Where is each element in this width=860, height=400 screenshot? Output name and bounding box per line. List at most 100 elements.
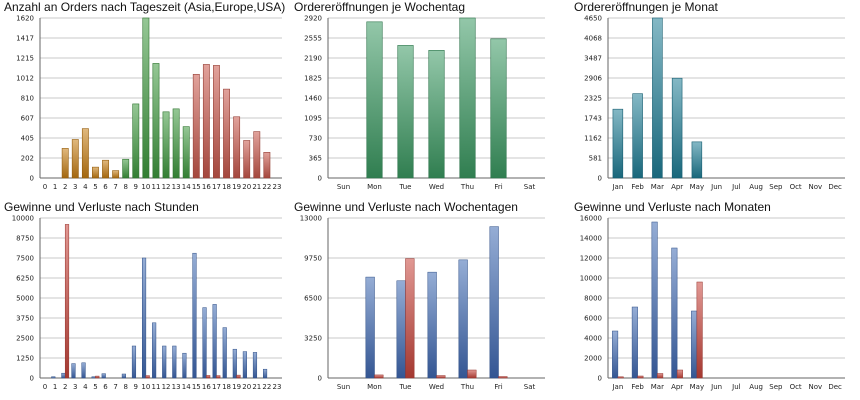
bar [652, 17, 663, 179]
y-tick-label: 1012 [16, 75, 34, 83]
x-tick-label: Thu [460, 183, 474, 191]
x-tick-label: Jun [710, 183, 722, 191]
x-tick-label: 21 [252, 183, 261, 191]
bar-profit [131, 345, 137, 379]
chart-title: Gewinne und Verluste nach Monaten [574, 200, 771, 214]
bar [182, 126, 190, 179]
x-tick-label: 12 [162, 183, 171, 191]
chart-title: Ordereröffnungen je Monat [574, 0, 718, 14]
x-tick-label: 3 [73, 383, 77, 391]
x-tick-label: Sep [769, 383, 783, 391]
x-tick-label: Oct [790, 183, 802, 191]
x-tick-label: Jan [611, 183, 623, 191]
bar [263, 152, 271, 179]
x-tick-label: 11 [151, 383, 160, 391]
y-tick-label: 3750 [16, 315, 34, 323]
y-tick-label: 0 [30, 375, 34, 383]
y-tick-label: 607 [21, 115, 34, 123]
bar-profit [212, 304, 217, 379]
bar-profit [172, 345, 177, 379]
x-tick-label: 1 [53, 183, 57, 191]
x-tick-label: 6 [103, 183, 108, 191]
x-tick-label: 5 [93, 183, 97, 191]
bar-profit [232, 348, 237, 379]
y-tick-label: 3487 [584, 55, 602, 63]
x-tick-label: 7 [113, 183, 117, 191]
x-tick-label: 17 [212, 183, 221, 191]
y-tick-label: 0 [318, 375, 322, 383]
bar [61, 148, 69, 179]
y-tick-label: 0 [30, 175, 34, 183]
x-tick-label: 5 [93, 383, 97, 391]
y-tick-label: 1825 [304, 75, 322, 83]
bar [253, 131, 261, 179]
x-tick-label: Aug [749, 383, 763, 391]
x-tick-label: 3 [73, 183, 77, 191]
y-tick-label: 202 [21, 155, 34, 163]
y-tick-label: 2190 [304, 55, 322, 63]
y-tick-label: 4000 [584, 335, 602, 343]
y-tick-label: 1417 [16, 35, 34, 43]
x-tick-label: Thu [460, 383, 474, 391]
y-tick-label: 10000 [12, 215, 34, 223]
bar-profit [631, 306, 638, 379]
y-tick-label: 1460 [304, 95, 322, 103]
bar [112, 170, 120, 179]
x-tick-label: Jul [731, 383, 741, 391]
bar-profit [262, 368, 268, 379]
x-tick-label: Sep [769, 183, 783, 191]
x-tick-label: 7 [113, 383, 117, 391]
x-tick-label: 9 [134, 183, 138, 191]
x-tick-label: 4 [83, 383, 88, 391]
x-tick-label: 10 [141, 383, 150, 391]
bar-profit [612, 330, 619, 379]
x-tick-label: Sat [524, 183, 536, 191]
x-tick-label: Jun [710, 383, 722, 391]
bar [691, 141, 703, 179]
x-tick-label: Nov [809, 183, 823, 191]
bar-profit [61, 372, 66, 379]
x-tick-label: 23 [272, 183, 281, 191]
x-tick-label: 1 [53, 383, 57, 391]
x-tick-label: 2 [63, 383, 67, 391]
bar-profit [101, 373, 106, 379]
x-tick-label: 22 [262, 183, 271, 191]
bar-loss [64, 224, 70, 379]
x-tick-label: Mon [367, 383, 382, 391]
chart-plot: 0 2000 4000 6000 8000 10000 12000 14000 16000 Jan… [580, 215, 845, 391]
bar-loss [436, 375, 446, 379]
bar-profit [192, 252, 197, 379]
bar [213, 65, 220, 179]
x-tick-label: Dec [828, 383, 842, 391]
y-tick-label: 581 [589, 155, 602, 163]
x-tick-label: May [690, 383, 704, 391]
bar-profit [202, 307, 207, 379]
y-tick-label: 14000 [580, 235, 602, 243]
x-tick-label: Mar [651, 383, 664, 391]
chart-profit-loss-by-month: Gewinne und Verluste nach Monaten 0 2000 4… [570, 200, 860, 400]
y-tick-label: 1743 [584, 115, 602, 123]
x-tick-label: Sun [337, 383, 350, 391]
bar-profit [162, 345, 167, 379]
y-tick-label: 12000 [580, 255, 602, 263]
y-tick-label: 13000 [300, 215, 322, 223]
bar [172, 108, 180, 179]
y-tick-label: 5000 [16, 295, 34, 303]
chart-plot: 0 581 1162 1743 2325 2906 3487 4068 4650 Jan Feb Ma… [584, 15, 845, 191]
chart-profit-loss-by-hour: Gewinne und Verluste nach Stunden 0 1250 2… [0, 200, 290, 400]
x-tick-label: Sun [337, 183, 350, 191]
bar-loss [374, 374, 384, 379]
x-tick-label: Mon [367, 183, 382, 191]
bar-profit [489, 226, 499, 379]
bar-profit [222, 327, 227, 379]
y-tick-label: 1162 [584, 135, 602, 143]
bar [202, 64, 210, 179]
bar-profit [691, 310, 698, 379]
bar [223, 88, 230, 179]
y-tick-label: 9750 [304, 255, 322, 263]
x-tick-label: 0 [43, 183, 47, 191]
y-tick-label: 0 [598, 175, 602, 183]
x-tick-label: Apr [671, 383, 683, 391]
